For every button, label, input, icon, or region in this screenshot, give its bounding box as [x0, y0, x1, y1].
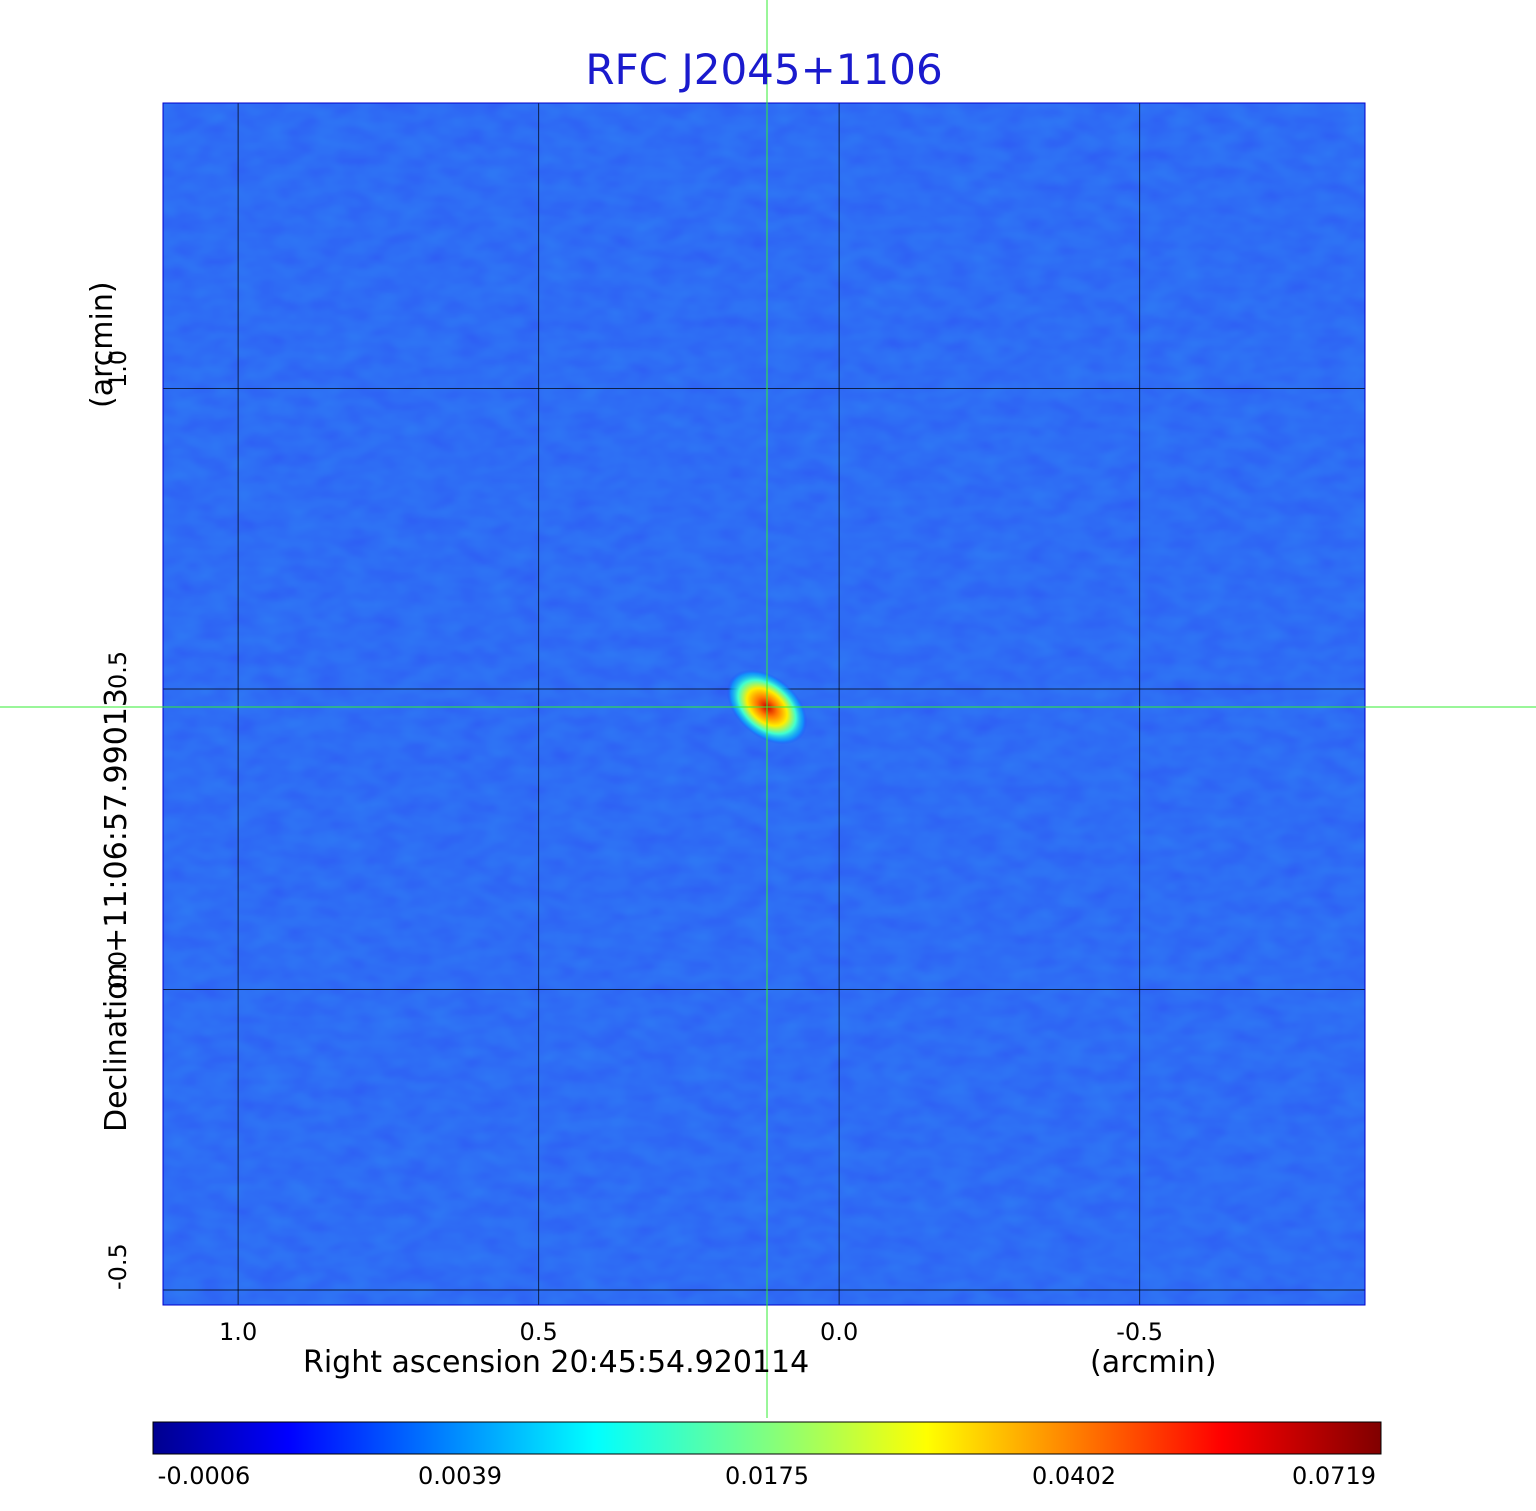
colorbar-tick-label: 0.0719	[1292, 1462, 1376, 1490]
x-axis-label: Right ascension 20:45:54.920114	[303, 1345, 810, 1380]
y-axis-label: Declination +11:06:57.99013	[99, 688, 134, 1132]
colorbar-tick-label: 0.0402	[1032, 1462, 1116, 1490]
y-tick-label: 0.5	[104, 650, 132, 689]
colorbar-tick-label: 0.0039	[418, 1462, 502, 1490]
colorbar-tick-label: 0.0175	[725, 1462, 809, 1490]
y-tick-label: -0.5	[104, 1243, 132, 1290]
chart-title: RFC J2045+1106	[585, 45, 943, 94]
x-axis-unit: (arcmin)	[1090, 1345, 1217, 1380]
colorbar	[152, 1421, 1382, 1455]
y-axis-unit: (arcmin)	[85, 281, 120, 408]
x-tick-label: 1.0	[219, 1318, 258, 1346]
plot-frame	[162, 102, 1366, 1306]
colorbar-tick-label: -0.0006	[157, 1462, 251, 1490]
x-tick-label: -0.5	[1116, 1318, 1164, 1346]
x-tick-label: 0.0	[820, 1318, 859, 1346]
x-tick-label: 0.5	[519, 1318, 558, 1346]
